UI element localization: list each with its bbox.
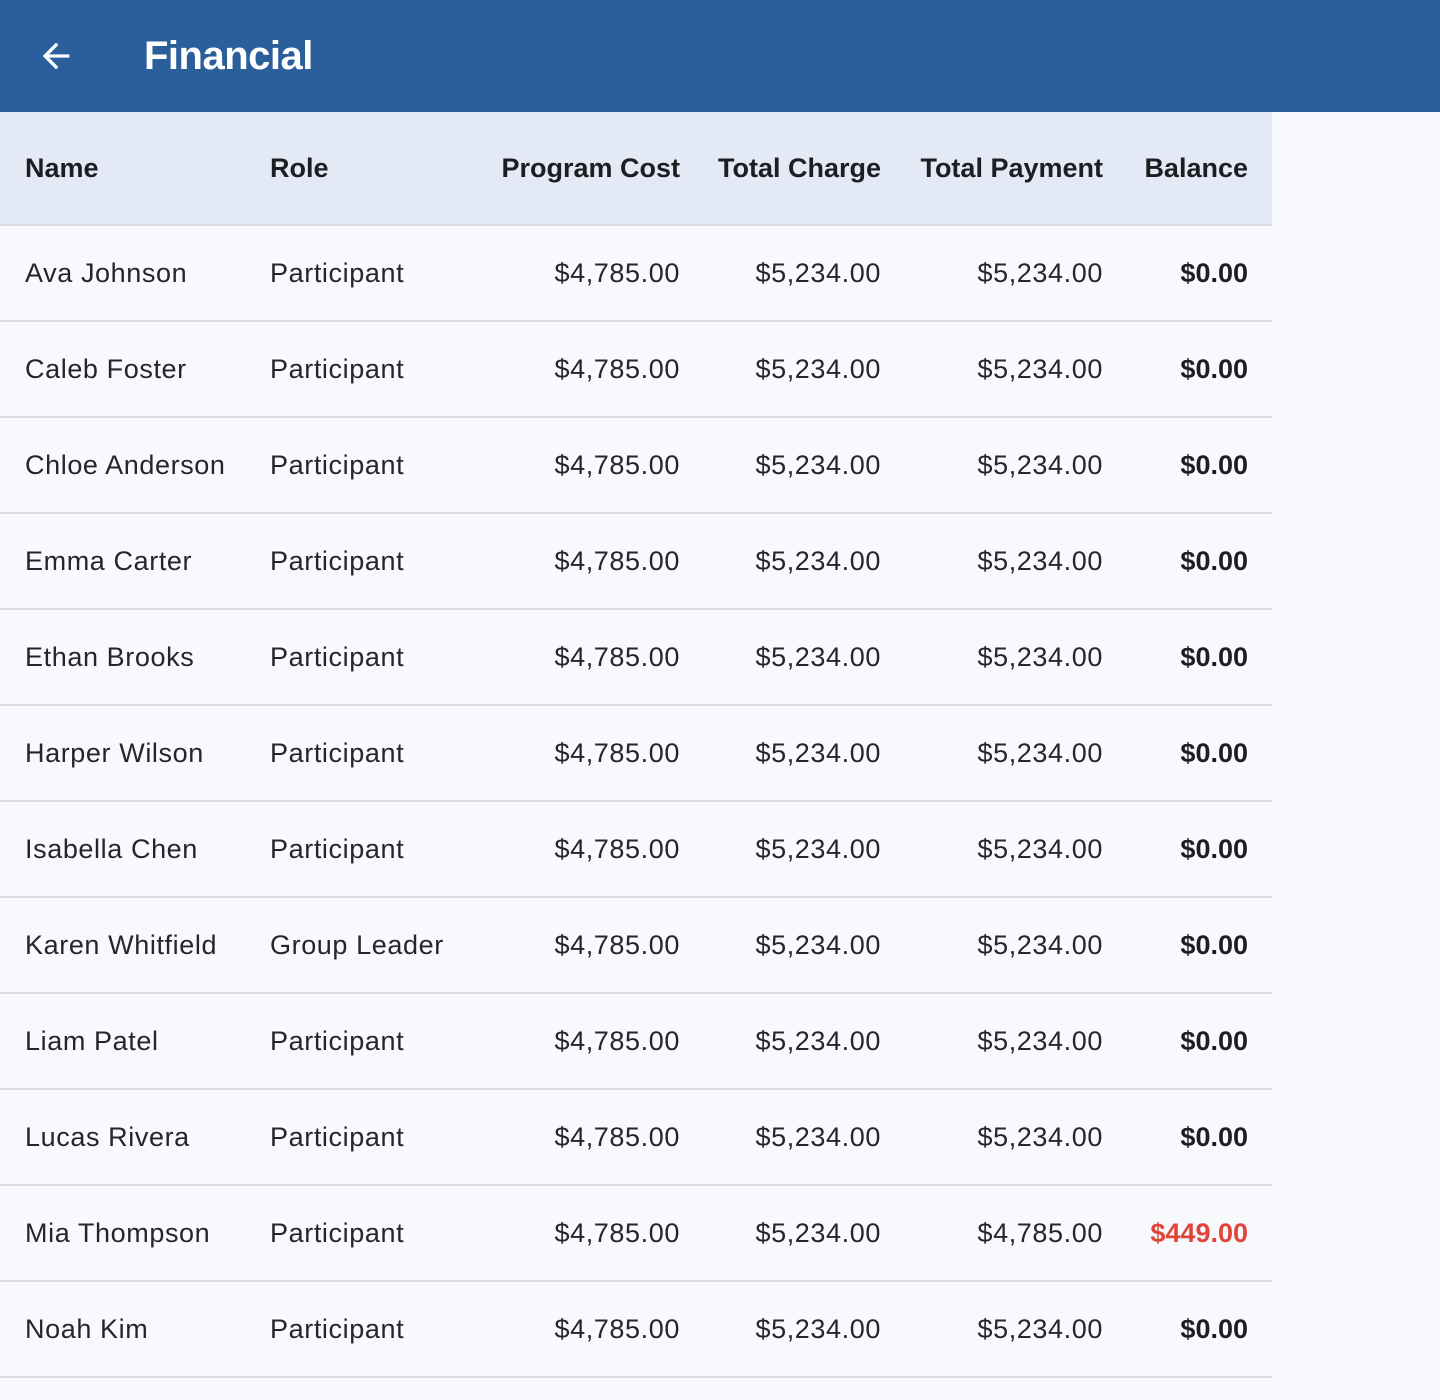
arrow-left-icon	[42, 42, 70, 70]
cell-total-payment: $5,234.00	[881, 897, 1103, 994]
cell-total-payment: $5,234.00	[881, 1089, 1103, 1186]
column-header-balance[interactable]: Balance	[1103, 112, 1272, 226]
cell-total-charge: $5,234.00	[680, 321, 881, 418]
cell-role: Participant	[270, 225, 470, 322]
app-bar: Financial	[0, 0, 1440, 112]
cell-program-cost: $4,785.00	[470, 225, 680, 322]
cell-total-payment: $5,234.00	[881, 225, 1103, 322]
cell-name: Ethan Brooks	[0, 609, 270, 706]
financial-table-container: Name Role Program Cost Total Charge Tota…	[0, 112, 1272, 1378]
column-header-total-payment[interactable]: Total Payment	[881, 112, 1103, 226]
cell-program-cost: $4,785.00	[470, 993, 680, 1090]
cell-name: Caleb Foster	[0, 321, 270, 418]
table-row[interactable]: Harper Wilson Participant $4,785.00 $5,234.…	[0, 705, 1272, 802]
cell-total-charge: $5,234.00	[680, 1089, 881, 1186]
table-row[interactable]: Ava Johnson Participant $4,785.00 $5,234.00…	[0, 225, 1272, 322]
cell-name: Emma Carter	[0, 513, 270, 610]
table-row[interactable]: Liam Patel Participant $4,785.00 $5,234.00 $…	[0, 993, 1272, 1090]
cell-total-payment: $5,234.00	[881, 417, 1103, 514]
table-row[interactable]: Mia Thompson Participant $4,785.00 $5,234.0…	[0, 1185, 1272, 1282]
cell-balance: $449.00	[1103, 1185, 1272, 1282]
cell-balance: $0.00	[1103, 993, 1272, 1090]
cell-program-cost: $4,785.00	[470, 897, 680, 994]
cell-program-cost: $4,785.00	[470, 1185, 680, 1282]
cell-total-charge: $5,234.00	[680, 417, 881, 514]
cell-total-payment: $5,234.00	[881, 705, 1103, 802]
cell-total-charge: $5,234.00	[680, 705, 881, 802]
column-header-role[interactable]: Role	[270, 112, 470, 226]
back-button[interactable]	[24, 24, 88, 88]
cell-balance: $0.00	[1103, 321, 1272, 418]
cell-total-payment: $5,234.00	[881, 321, 1103, 418]
cell-program-cost: $4,785.00	[470, 321, 680, 418]
cell-balance: $0.00	[1103, 705, 1272, 802]
cell-total-charge: $5,234.00	[680, 1185, 881, 1282]
column-header-program-cost[interactable]: Program Cost	[470, 112, 680, 226]
cell-balance: $0.00	[1103, 801, 1272, 898]
table-row[interactable]: Emma Carter Participant $4,785.00 $5,234.00…	[0, 513, 1272, 610]
cell-total-payment: $4,785.00	[881, 1185, 1103, 1282]
table-row[interactable]: Isabella Chen Participant $4,785.00 $5,234.…	[0, 801, 1272, 898]
cell-total-charge: $5,234.00	[680, 609, 881, 706]
cell-program-cost: $4,785.00	[470, 417, 680, 514]
cell-balance: $0.00	[1103, 1281, 1272, 1378]
cell-role: Participant	[270, 1089, 470, 1186]
cell-name: Harper Wilson	[0, 705, 270, 802]
cell-balance: $0.00	[1103, 897, 1272, 994]
cell-program-cost: $4,785.00	[470, 705, 680, 802]
cell-name: Noah Kim	[0, 1281, 270, 1378]
table-body: Ava Johnson Participant $4,785.00 $5,234.00…	[0, 225, 1272, 1378]
cell-total-payment: $5,234.00	[881, 609, 1103, 706]
cell-total-charge: $5,234.00	[680, 1281, 881, 1378]
cell-balance: $0.00	[1103, 513, 1272, 610]
cell-balance: $0.00	[1103, 417, 1272, 514]
cell-total-payment: $5,234.00	[881, 993, 1103, 1090]
cell-role: Participant	[270, 1185, 470, 1282]
cell-name: Liam Patel	[0, 993, 270, 1090]
table-row[interactable]: Lucas Rivera Participant $4,785.00 $5,234.0…	[0, 1089, 1272, 1186]
cell-role: Participant	[270, 801, 470, 898]
table-header-row: Name Role Program Cost Total Charge Tota…	[0, 112, 1272, 226]
cell-balance: $0.00	[1103, 225, 1272, 322]
cell-role: Participant	[270, 417, 470, 514]
cell-role: Participant	[270, 993, 470, 1090]
cell-program-cost: $4,785.00	[470, 609, 680, 706]
table-row[interactable]: Ethan Brooks Participant $4,785.00 $5,234.0…	[0, 609, 1272, 706]
cell-total-payment: $5,234.00	[881, 513, 1103, 610]
cell-program-cost: $4,785.00	[470, 1281, 680, 1378]
cell-role: Participant	[270, 513, 470, 610]
cell-name: Karen Whitfield	[0, 897, 270, 994]
cell-role: Participant	[270, 609, 470, 706]
cell-role: Participant	[270, 705, 470, 802]
cell-role: Group Leader	[270, 897, 470, 994]
cell-name: Chloe Anderson	[0, 417, 270, 514]
column-header-name[interactable]: Name	[0, 112, 270, 226]
page-title: Financial	[144, 34, 313, 78]
cell-name: Ava Johnson	[0, 225, 270, 322]
table-row[interactable]: Chloe Anderson Participant $4,785.00 $5,234…	[0, 417, 1272, 514]
cell-total-payment: $5,234.00	[881, 801, 1103, 898]
cell-total-charge: $5,234.00	[680, 801, 881, 898]
cell-program-cost: $4,785.00	[470, 1089, 680, 1186]
table-row[interactable]: Karen Whitfield Group Leader $4,785.00 $5,2…	[0, 897, 1272, 994]
cell-program-cost: $4,785.00	[470, 513, 680, 610]
cell-balance: $0.00	[1103, 609, 1272, 706]
table-row[interactable]: Caleb Foster Participant $4,785.00 $5,234.0…	[0, 321, 1272, 418]
cell-balance: $0.00	[1103, 1089, 1272, 1186]
cell-name: Lucas Rivera	[0, 1089, 270, 1186]
cell-total-payment: $5,234.00	[881, 1281, 1103, 1378]
column-header-total-charge[interactable]: Total Charge	[680, 112, 881, 226]
cell-name: Isabella Chen	[0, 801, 270, 898]
financial-table: Name Role Program Cost Total Charge Tota…	[0, 112, 1272, 1378]
cell-total-charge: $5,234.00	[680, 513, 881, 610]
cell-name: Mia Thompson	[0, 1185, 270, 1282]
cell-total-charge: $5,234.00	[680, 897, 881, 994]
cell-total-charge: $5,234.00	[680, 225, 881, 322]
cell-role: Participant	[270, 321, 470, 418]
cell-total-charge: $5,234.00	[680, 993, 881, 1090]
table-row[interactable]: Noah Kim Participant $4,785.00 $5,234.00 $5,…	[0, 1281, 1272, 1378]
cell-program-cost: $4,785.00	[470, 801, 680, 898]
cell-role: Participant	[270, 1281, 470, 1378]
